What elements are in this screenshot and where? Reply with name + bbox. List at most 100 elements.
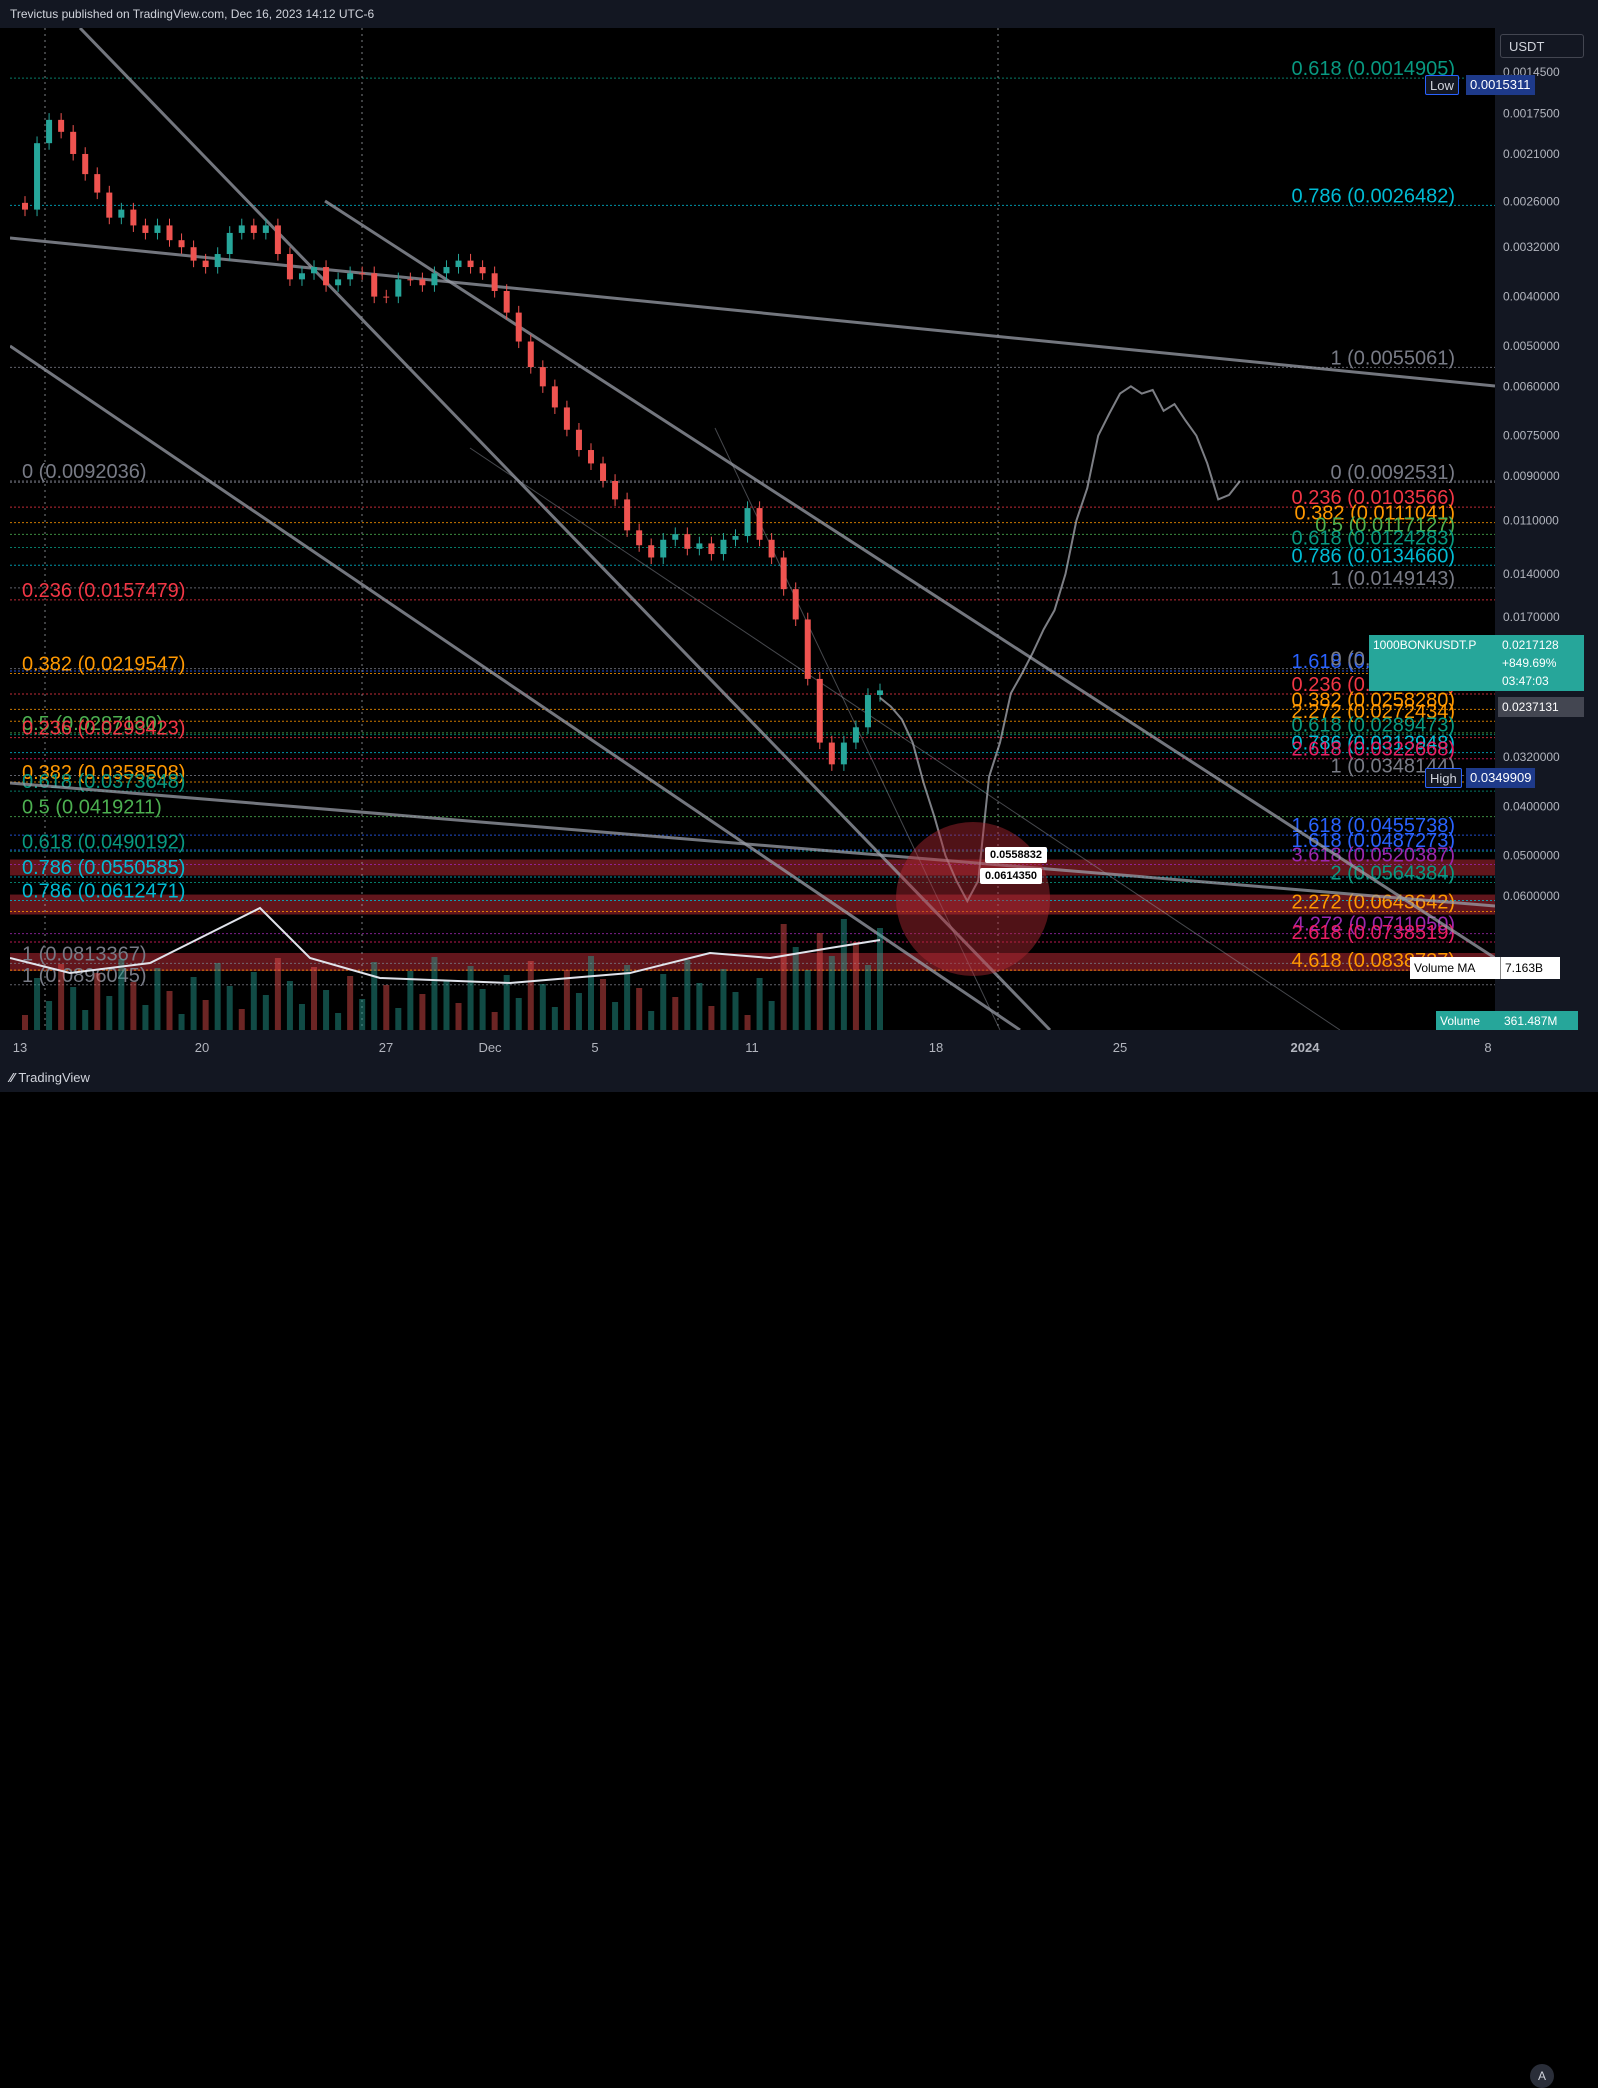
fib-label-29: 0.618 (0.0490192): [22, 831, 185, 853]
current-price-tag: 0.0237131: [1498, 697, 1584, 717]
fib-label-2: 1 (0.0055061): [1330, 347, 1455, 369]
last-price: 0.0217128: [1502, 638, 1559, 652]
volume-bar-28: [359, 999, 366, 1030]
fib-label-10: 1 (0.0149143): [1330, 568, 1455, 590]
candle-body-46: [575, 429, 582, 451]
volume-bar-23: [298, 1004, 305, 1030]
candle-body-2: [46, 119, 53, 144]
volume-label: Volume: [1436, 1011, 1500, 1031]
price-chart-svg[interactable]: 0.618 (0.0014905) 0.786 (0.0026482) 1 (0.0…: [10, 28, 1495, 1030]
fib-label-23: 1 (0.0348144): [1330, 756, 1455, 778]
candle-body-13: [178, 240, 185, 248]
fib-label-22: 2.618 (0.0322668): [1292, 739, 1455, 761]
trend-line-4: [10, 781, 1495, 908]
price-tick-3: 0.0026000: [1503, 194, 1560, 208]
volume-bar-59: [732, 992, 739, 1030]
volume-ma-line: [10, 906, 881, 985]
price-axis[interactable]: 0.0014500 0.0017500 0.0021000 0.0026000 0.00…: [1495, 28, 1598, 1030]
time-tick-6: 18: [929, 1040, 943, 1055]
price-tick-12: 0.0170000: [1503, 610, 1560, 624]
trend-line-0: [78, 28, 1052, 1030]
volume-bar-68: [840, 919, 847, 1030]
candle-body-37: [467, 260, 474, 268]
volume-bar-21: [274, 958, 281, 1030]
volume-bar-8: [118, 959, 125, 1030]
price-tick-17: 0.0600000: [1503, 889, 1560, 903]
candle-body-63: [780, 557, 787, 590]
candle-body-12: [166, 225, 173, 241]
top-bar: Trevictus published on TradingView.com, …: [0, 0, 1598, 28]
candle-body-7: [106, 192, 113, 218]
candle-body-61: [756, 508, 763, 540]
volume-bar-39: [491, 1012, 498, 1030]
auto-scale-button[interactable]: A: [1530, 2064, 1554, 2088]
candle-body-52: [648, 545, 655, 558]
volume-bar-31: [395, 1008, 402, 1030]
candle-body-29: [371, 273, 378, 297]
candle-body-59: [732, 536, 739, 540]
price-tick-1: 0.0017500: [1503, 107, 1560, 121]
volume-value: 361.487M: [1500, 1011, 1578, 1031]
candle-body-32: [407, 279, 414, 281]
price-tick-2: 0.0021000: [1503, 147, 1560, 161]
volume-bar-51: [636, 988, 643, 1030]
candle-body-0: [22, 202, 28, 210]
candle-body-3: [58, 119, 65, 132]
fib-label-24: 0.382 (0.0358508): [22, 762, 185, 784]
price-tick-11: 0.0140000: [1503, 567, 1560, 581]
time-axis-svg: 13 20 27 Dec 5 11 18 25 2024 8: [13, 1040, 1492, 1055]
candle-body-55: [684, 534, 691, 549]
volume-bar-9: [130, 982, 137, 1030]
fib-label-33: 0.786 (0.0612471): [22, 881, 185, 903]
fib-label-27: 1.618 (0.0455738): [1292, 815, 1455, 837]
volume-bar-30: [383, 985, 390, 1030]
tradingview-logo-icon: ⁄⁄: [10, 1070, 15, 1085]
trend-line-6: [469, 447, 1341, 1030]
fib-label-19: 0.236 (0.0293423): [22, 718, 185, 740]
time-axis[interactable]: 13 20 27 Dec 5 11 18 25 2024 8 A: [0, 1030, 1598, 2088]
price-tick-6: 0.0050000: [1503, 339, 1560, 353]
volume-bar-61: [756, 978, 763, 1030]
time-tick-0: 13: [13, 1040, 27, 1055]
candle-body-50: [624, 499, 631, 531]
candle-body-10: [142, 225, 149, 233]
volume-ma-label: Volume MA: [1410, 957, 1500, 979]
high-label: High: [1425, 768, 1462, 788]
volume-bar-2: [46, 1001, 53, 1030]
candle-body-70: [864, 695, 871, 728]
volume-bar-37: [467, 966, 474, 1030]
volume-bar-12: [166, 991, 173, 1030]
trend-line-3: [10, 236, 1495, 388]
candle-body-5: [82, 153, 89, 175]
candle-body-58: [720, 539, 727, 555]
time-tick-3: Dec: [478, 1040, 502, 1055]
volume-bar-19: [250, 972, 257, 1030]
candle-body-67: [828, 742, 835, 765]
candle-body-30: [383, 296, 390, 298]
candle-body-25: [323, 267, 330, 286]
volume-bar-53: [660, 974, 667, 1030]
time-tick-8: 2024: [1291, 1040, 1321, 1055]
fib-label-0: 0.618 (0.0014905): [1292, 58, 1455, 80]
candle-body-60: [744, 508, 751, 537]
time-tick-9: 8: [1484, 1040, 1491, 1055]
candle-body-20: [262, 225, 269, 233]
candle-body-14: [190, 247, 197, 261]
symbol-name-box[interactable]: 1000BONKUSDT.P: [1369, 635, 1498, 691]
fib-label-31: 0.786 (0.0550585): [22, 857, 185, 879]
candle-body-48: [600, 463, 607, 481]
candle-body-68: [840, 742, 847, 765]
tradingview-logo-text: TradingView: [18, 1070, 90, 1085]
candle-body-9: [130, 209, 137, 226]
candle-body-35: [443, 267, 450, 274]
candle-body-62: [768, 539, 775, 558]
volume-bar-13: [178, 1014, 185, 1030]
currency-selector[interactable]: USDT: [1500, 34, 1584, 58]
chart-pane[interactable]: 0.618 (0.0014905) 0.786 (0.0026482) 1 (0.0…: [10, 28, 1495, 1030]
candle-body-18: [238, 225, 245, 233]
volume-ma-value: 7.163B: [1500, 957, 1560, 979]
volume-bar-40: [503, 975, 510, 1030]
fib-label-35: 4.272 (0.0711050): [1293, 914, 1455, 936]
volume-bar-38: [479, 989, 486, 1030]
candle-body-45: [563, 407, 570, 430]
